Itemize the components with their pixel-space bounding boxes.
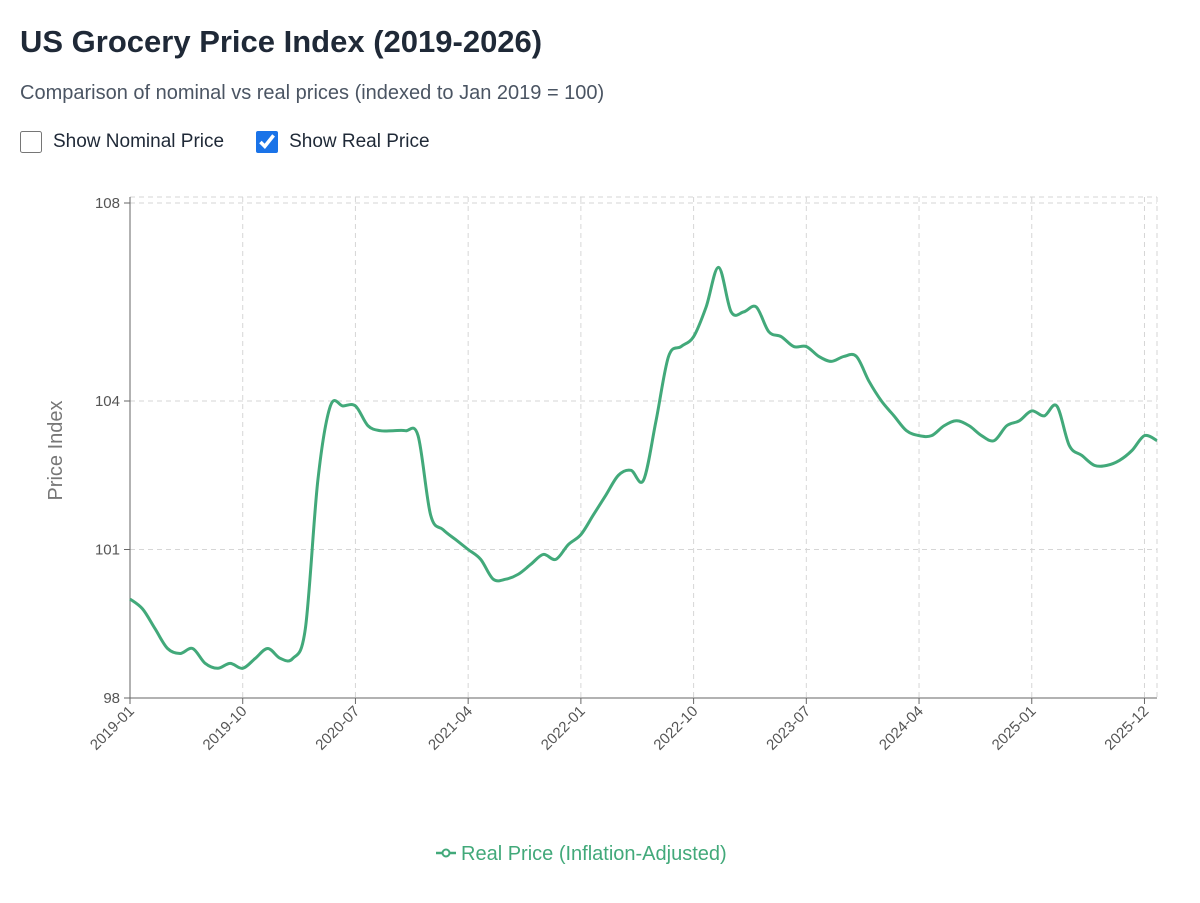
x-tick-label: 2019-01 <box>87 703 138 754</box>
x-tick-label: 2024-04 <box>876 703 927 754</box>
y-axis-label: Price Index <box>45 400 67 500</box>
checkbox-label[interactable]: Show Nominal Price <box>53 131 225 152</box>
checkbox-control[interactable]: Show Real Price <box>256 131 430 153</box>
series-line <box>129 265 1158 670</box>
checkbox[interactable] <box>256 131 279 153</box>
legend-label: Real Price (Inflation-Adjusted) <box>461 843 727 865</box>
checkbox[interactable] <box>20 131 42 153</box>
x-tick-label: 2022-10 <box>650 703 701 754</box>
y-tick-label: 104 <box>95 393 120 410</box>
legend-swatch <box>441 848 451 858</box>
x-tick-label: 2025-12 <box>1101 703 1152 754</box>
chart-subtitle: Comparison of nominal vs real prices (in… <box>20 82 605 104</box>
controls: Show Nominal Price Show Real Price <box>20 131 430 153</box>
y-tick-label: 101 <box>95 542 120 559</box>
x-tick-label: 2019-10 <box>200 703 251 754</box>
x-tick-label: 2021-04 <box>425 703 476 754</box>
x-tick-label: 2023-07 <box>763 703 814 754</box>
checkbox-control[interactable]: Show Nominal Price <box>20 131 224 153</box>
y-tick-label: 108 <box>95 195 120 212</box>
checkbox-label[interactable]: Show Real Price <box>289 131 430 152</box>
y-tick-label: 98 <box>103 690 120 707</box>
x-tick-label: 2020-07 <box>312 703 363 754</box>
chart-title: US Grocery Price Index (2019-2026) <box>20 24 543 59</box>
x-tick-label: 2022-01 <box>538 703 589 754</box>
x-tick-label: 2025-01 <box>989 703 1040 754</box>
